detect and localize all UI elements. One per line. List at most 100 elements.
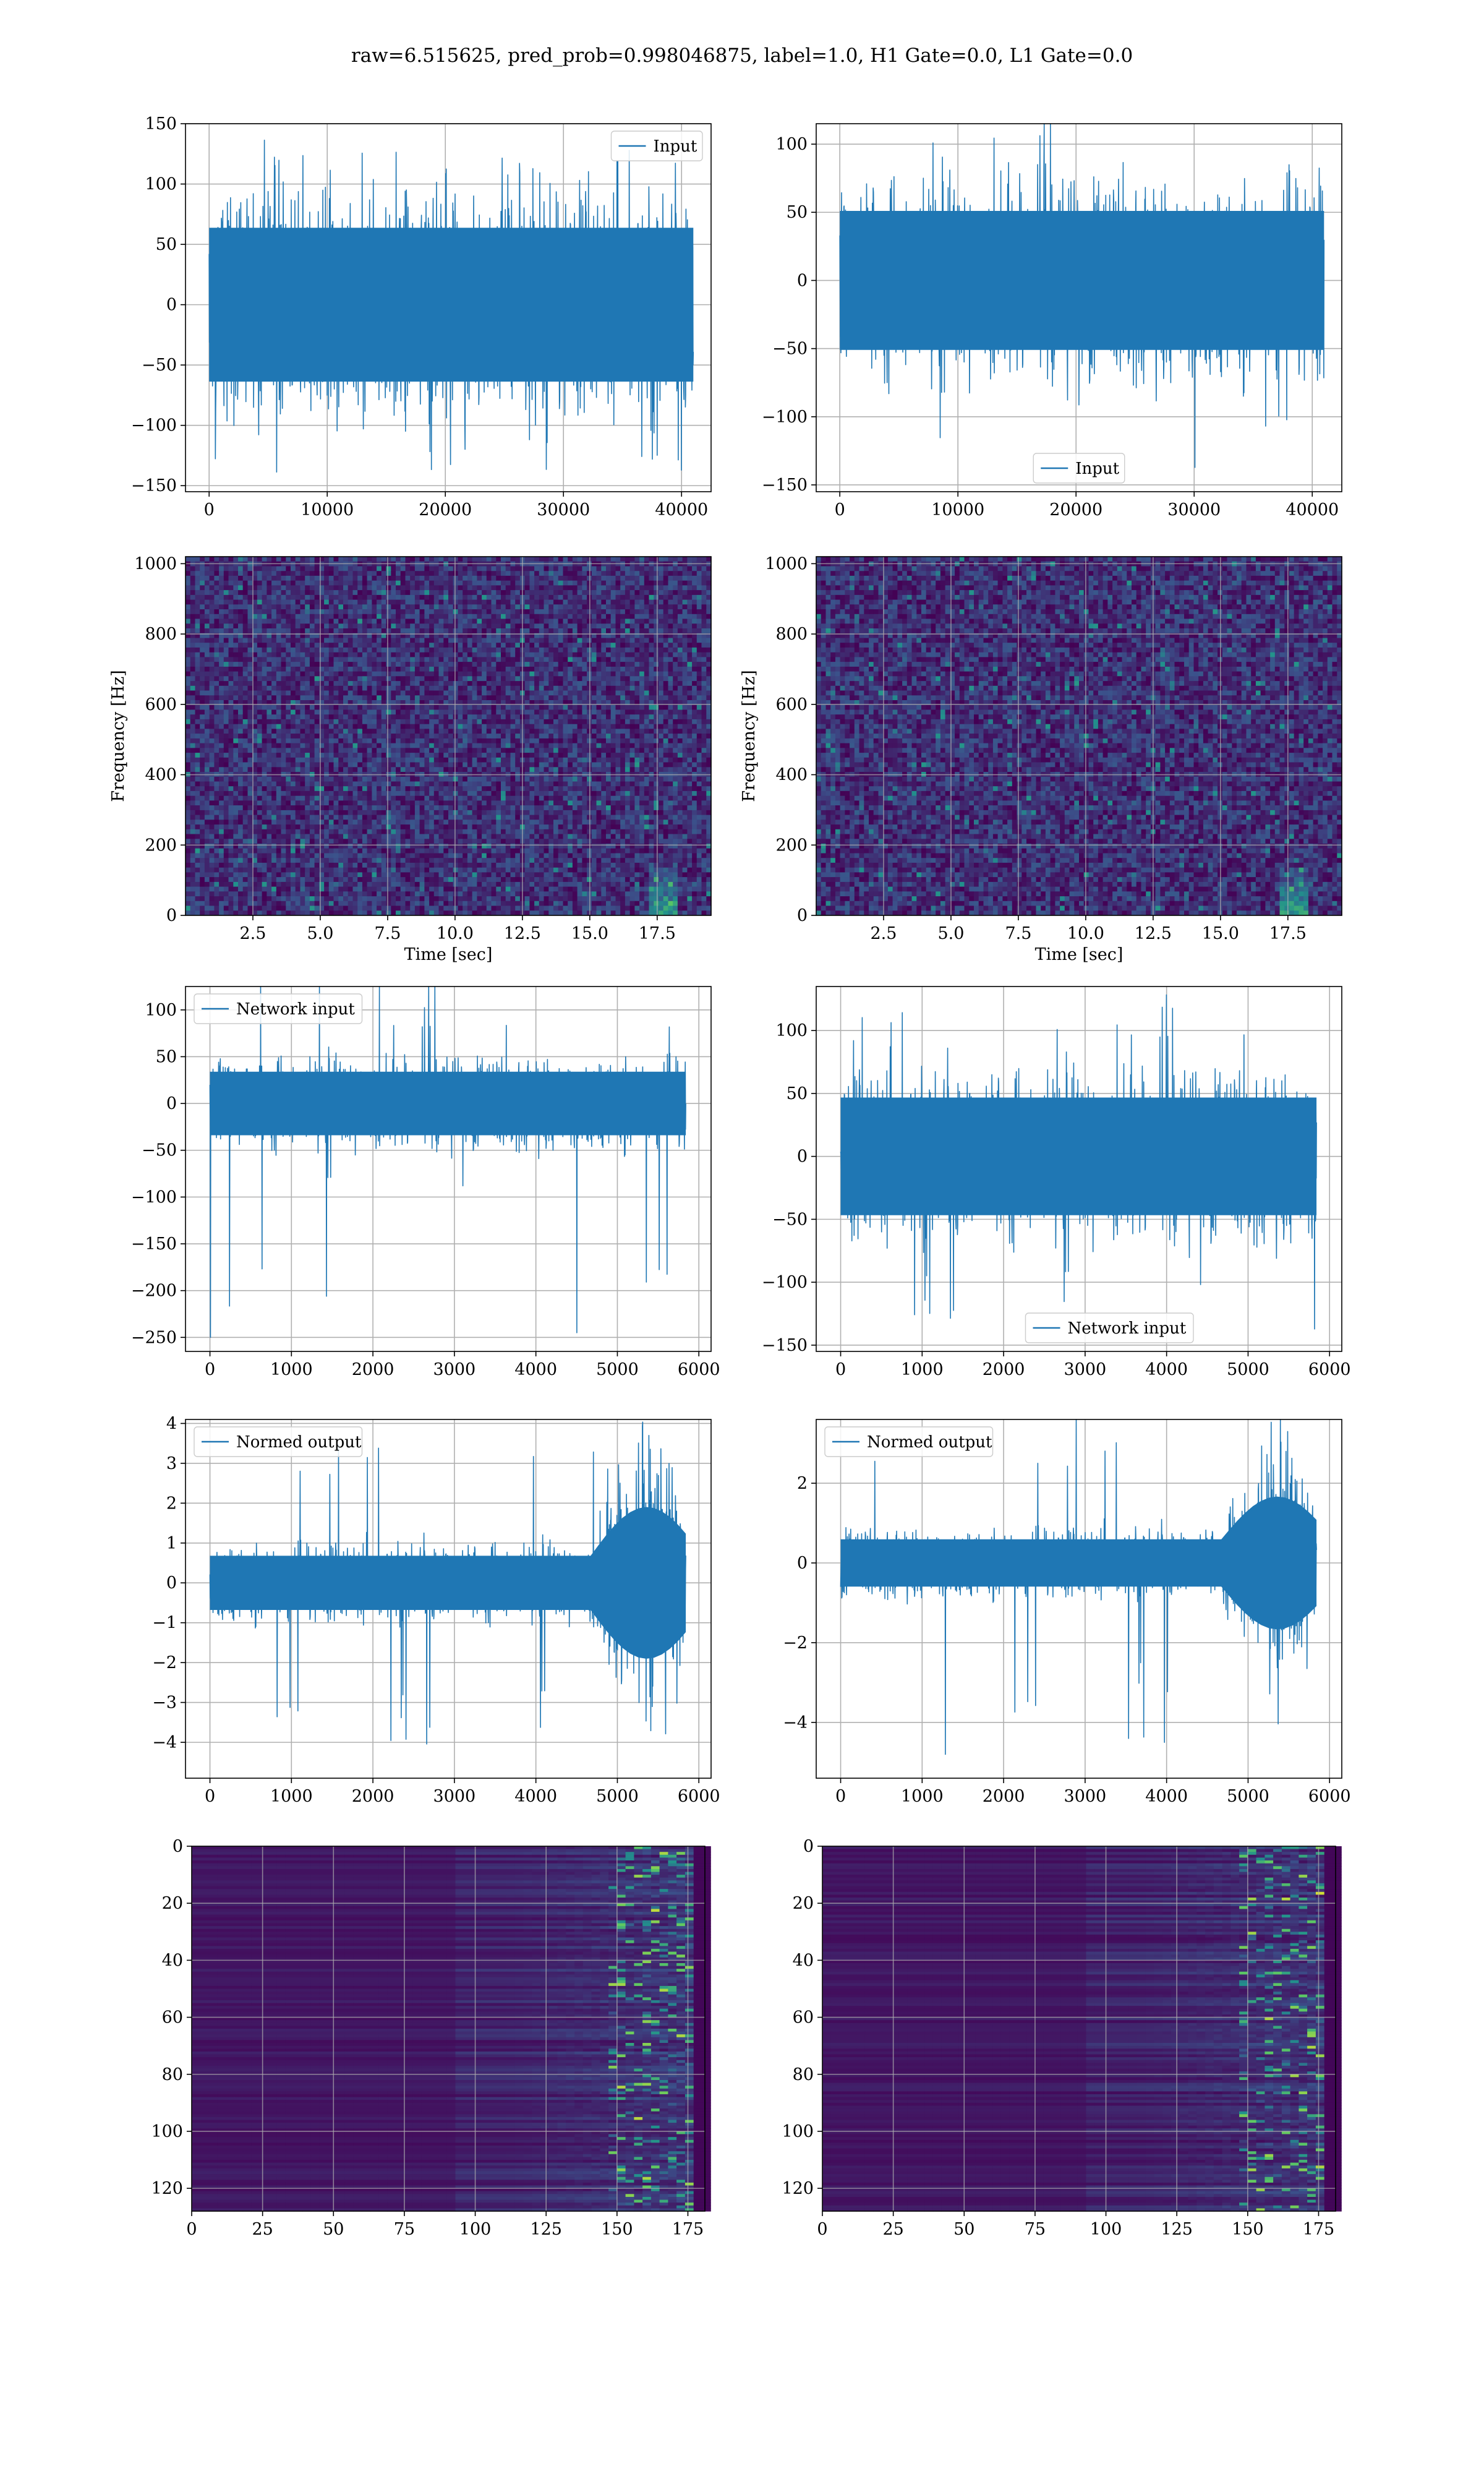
heatmap-cell (362, 758, 367, 763)
heatmap-cell (338, 854, 343, 858)
heatmap-cell (448, 810, 453, 815)
heatmap-cell (195, 672, 200, 677)
heatmap-cell (310, 748, 315, 753)
heatmap-cell (310, 882, 315, 887)
heatmap-cell (291, 662, 296, 667)
heatmap-cell (429, 648, 434, 653)
heatmap-cell (291, 667, 296, 672)
heatmap-cell (233, 877, 238, 882)
heatmap-cell (348, 710, 353, 715)
heatmap-cell (391, 748, 396, 753)
heatmap-cell (190, 796, 195, 801)
heatmap-cell (382, 906, 386, 911)
heatmap-cell (301, 609, 305, 614)
heatmap-cell (238, 738, 243, 743)
heatmap-cell (324, 734, 329, 738)
heatmap-cell (391, 676, 396, 681)
heatmap-cell (448, 719, 453, 724)
heatmap-cell (267, 557, 271, 562)
heatmap-cell (291, 734, 296, 738)
heatmap-cell (186, 705, 190, 710)
heatmap-cell (406, 590, 411, 595)
heatmap-cell (190, 590, 195, 595)
heatmap-cell (448, 676, 453, 681)
heatmap-cell (286, 758, 291, 763)
heatmap-cell (448, 595, 453, 600)
heatmap-cell (296, 686, 301, 691)
heatmap-cell (257, 567, 262, 571)
heatmap-cell (281, 906, 286, 911)
heatmap-cell (353, 653, 358, 657)
heatmap-cell (257, 590, 262, 595)
heatmap-cell (248, 863, 253, 868)
heatmap-cell (243, 667, 248, 672)
heatmap-cell (315, 753, 320, 758)
heatmap-cell (406, 691, 411, 696)
heatmap-cell (391, 810, 396, 815)
heatmap-cell (291, 576, 296, 581)
heatmap-cell (291, 805, 296, 810)
heatmap-cell (382, 604, 386, 609)
heatmap-cell (210, 653, 215, 657)
heatmap-cell (377, 672, 382, 677)
heatmap-cell (357, 849, 362, 854)
heatmap-cell (296, 557, 301, 562)
heatmap-cell (357, 782, 362, 787)
heatmap-cell (281, 786, 286, 791)
heatmap-cell (238, 863, 243, 868)
heatmap-cell (301, 896, 305, 901)
heatmap-cell (329, 667, 334, 672)
heatmap-cell (448, 882, 453, 887)
heatmap-cell (448, 854, 453, 858)
heatmap-cell (443, 829, 448, 834)
heatmap-cell (424, 796, 429, 801)
heatmap-cell (214, 834, 219, 839)
heatmap-cell (276, 758, 281, 763)
heatmap-cell (406, 695, 411, 700)
heatmap-cell (229, 695, 234, 700)
heatmap-cell (343, 662, 348, 667)
heatmap-cell (353, 820, 358, 824)
heatmap-cell (291, 710, 296, 715)
heatmap-cell (415, 614, 420, 619)
heatmap-cell (324, 705, 329, 710)
heatmap-cell (310, 710, 315, 715)
heatmap-cell (338, 557, 343, 562)
heatmap-cell (281, 714, 286, 719)
heatmap-cell (434, 609, 439, 614)
heatmap-cell (186, 800, 190, 805)
heatmap-cell (190, 758, 195, 763)
heatmap-cell (353, 777, 358, 782)
heatmap-cell (310, 643, 315, 648)
heatmap-cell (343, 800, 348, 805)
heatmap-cell (367, 662, 372, 667)
heatmap-cell (257, 595, 262, 600)
heatmap-cell (391, 595, 396, 600)
heatmap-cell (386, 676, 391, 681)
heatmap-cell (310, 676, 315, 681)
heatmap-cell (315, 619, 320, 624)
heatmap-cell (372, 891, 377, 896)
heatmap-cell (324, 686, 329, 691)
heatmap-cell (396, 743, 401, 748)
heatmap-cell (391, 906, 396, 911)
heatmap-cell (410, 557, 415, 562)
heatmap-cell (291, 581, 296, 586)
heatmap-cell (372, 872, 377, 877)
heatmap-cell (186, 719, 190, 724)
heatmap-cell (357, 863, 362, 868)
heatmap-cell (210, 719, 215, 724)
heatmap-cell (243, 882, 248, 887)
heatmap-cell (186, 849, 190, 854)
heatmap-cell (310, 753, 315, 758)
heatmap-cell (291, 729, 296, 734)
heatmap-cell (296, 571, 301, 576)
heatmap-cell (429, 800, 434, 805)
heatmap-cell (257, 849, 262, 854)
heatmap-cell (243, 815, 248, 820)
heatmap-cell (415, 872, 420, 877)
heatmap-cell (305, 796, 310, 801)
heatmap-cell (424, 614, 429, 619)
heatmap-cell (210, 800, 215, 805)
heatmap-cell (472, 896, 477, 901)
